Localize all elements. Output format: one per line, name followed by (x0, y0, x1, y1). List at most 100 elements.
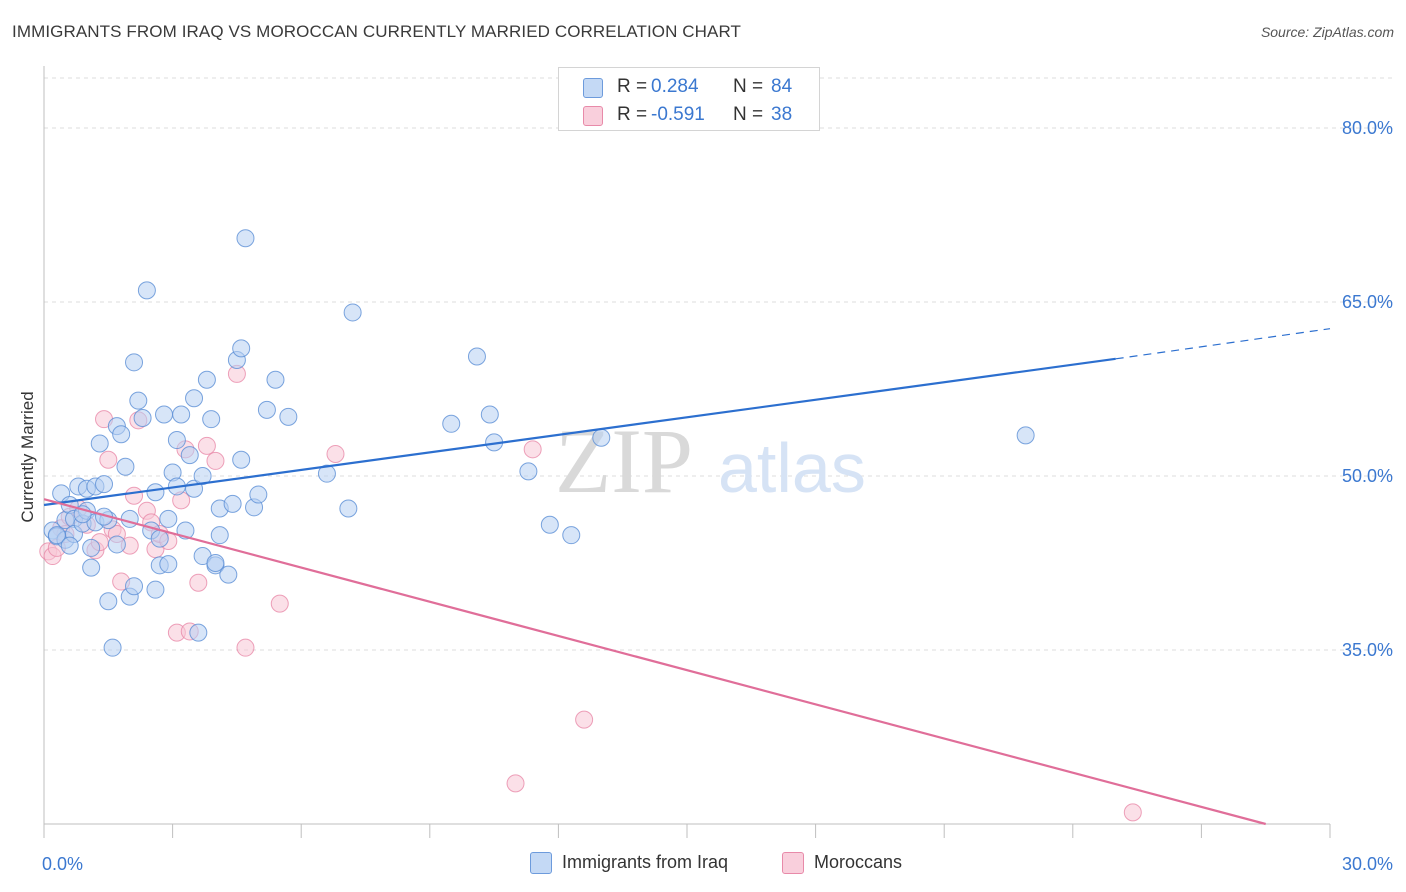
legend-n-value: 38 (771, 104, 793, 125)
x-tick-label-min: 0.0% (42, 854, 83, 874)
iraq-point (232, 450, 251, 469)
iraq-point (592, 428, 611, 447)
moroccan-point (575, 710, 594, 729)
iraq-point (257, 400, 276, 419)
data-points (39, 229, 1142, 822)
iraq-point (82, 558, 101, 577)
iraq-point (47, 526, 66, 545)
legend-swatch-moroccan (782, 852, 804, 875)
legend-r-value: -0.591 (651, 104, 705, 125)
iraq-point (159, 555, 178, 574)
y-tick-label: 65.0% (1342, 292, 1393, 312)
watermark: ZIP atlas (555, 410, 866, 512)
iraq-point (146, 580, 165, 599)
legend-row-moroccan: R = -0.591 N = 38 (559, 100, 819, 128)
iraq-point (193, 467, 212, 485)
legend-r-label: R = (617, 76, 648, 97)
iraq-point (155, 405, 174, 424)
moroccan-point (1123, 803, 1142, 822)
iraq-point (90, 434, 109, 453)
moroccan-point (523, 440, 542, 459)
moroccan-point (270, 594, 289, 613)
legend-swatch-iraq (583, 78, 603, 98)
moroccan-point (197, 436, 216, 455)
legend-r-label: R = (617, 104, 648, 125)
moroccan-point (206, 451, 225, 470)
y-tick-labels: 35.0% 50.0% 65.0% 80.0% (1342, 118, 1393, 660)
iraq-point (480, 405, 499, 424)
y-axis-label: Currently Married (18, 391, 37, 522)
iraq-point (112, 425, 131, 444)
iraq-point (232, 339, 251, 358)
iraq-point (540, 515, 559, 534)
iraq-point (266, 370, 285, 389)
legend-n-label: N = (733, 104, 764, 125)
iraq-point (562, 526, 581, 545)
iraq-point (210, 526, 229, 545)
iraq-point (95, 475, 114, 494)
iraq-point (279, 407, 298, 426)
iraq-point (125, 577, 144, 596)
iraq-point (107, 535, 126, 554)
iraq-point (129, 391, 148, 410)
x-tick-label-max: 30.0% (1342, 854, 1393, 874)
moroccan-point (236, 638, 255, 657)
trend-line-iraq-extension (1115, 328, 1331, 360)
trend-line-iraq (43, 357, 1116, 507)
moroccan-point (189, 573, 208, 592)
legend-n-label: N = (733, 76, 764, 97)
iraq-point (467, 347, 486, 366)
chart-title: IMMIGRANTS FROM IRAQ VS MOROCCAN CURRENT… (12, 22, 742, 41)
iraq-point (180, 446, 199, 465)
iraq-point (99, 592, 118, 611)
legend-n-value: 84 (771, 76, 793, 97)
iraq-point (202, 410, 221, 429)
iraq-point (116, 457, 135, 476)
iraq-point (442, 414, 461, 433)
legend-row-iraq: R = 0.284 N = 84 (559, 72, 819, 100)
iraq-point (172, 405, 191, 424)
legend-label-iraq: Immigrants from Iraq (562, 852, 729, 872)
legend-label-moroccans: Moroccans (814, 852, 903, 872)
moroccan-point (326, 444, 345, 463)
iraq-point (120, 509, 139, 528)
legend-swatch-moroccan (583, 106, 603, 126)
iraq-point (159, 509, 178, 528)
iraq-point (223, 494, 242, 513)
iraq-point (103, 638, 122, 657)
iraq-point (1016, 426, 1035, 445)
source-credit: Source: ZipAtlas.com (1260, 24, 1394, 40)
iraq-point (60, 536, 79, 555)
iraq-point (125, 353, 144, 372)
iraq-point (197, 370, 216, 389)
moroccan-point (125, 486, 144, 505)
iraq-point (133, 409, 152, 427)
iraq-point (185, 389, 204, 408)
iraq-point (343, 303, 362, 322)
legend-item-moroccans[interactable]: Moroccans (782, 852, 903, 875)
moroccan-point (506, 774, 525, 793)
trend-lines (43, 328, 1331, 826)
iraq-point (206, 554, 225, 572)
iraq-point (219, 565, 238, 584)
iraq-point (189, 623, 208, 642)
legend-swatch-iraq (530, 852, 552, 875)
watermark-atlas: atlas (718, 429, 866, 507)
iraq-point (167, 431, 186, 450)
y-tick-label: 35.0% (1342, 640, 1393, 660)
trend-line-moroccan (43, 498, 1266, 826)
iraq-point (519, 462, 538, 481)
iraq-point (339, 499, 358, 518)
y-tick-label: 80.0% (1342, 118, 1393, 138)
moroccan-point (99, 450, 118, 469)
iraq-point (249, 485, 268, 504)
iraq-point (236, 229, 255, 248)
legend-item-iraq[interactable]: Immigrants from Iraq (530, 852, 729, 875)
iraq-point (146, 483, 165, 502)
axes (43, 66, 1331, 838)
iraq-point (82, 538, 101, 557)
iraq-point (137, 281, 156, 300)
legend-r-value: 0.284 (651, 76, 699, 97)
iraq-point (317, 464, 336, 483)
